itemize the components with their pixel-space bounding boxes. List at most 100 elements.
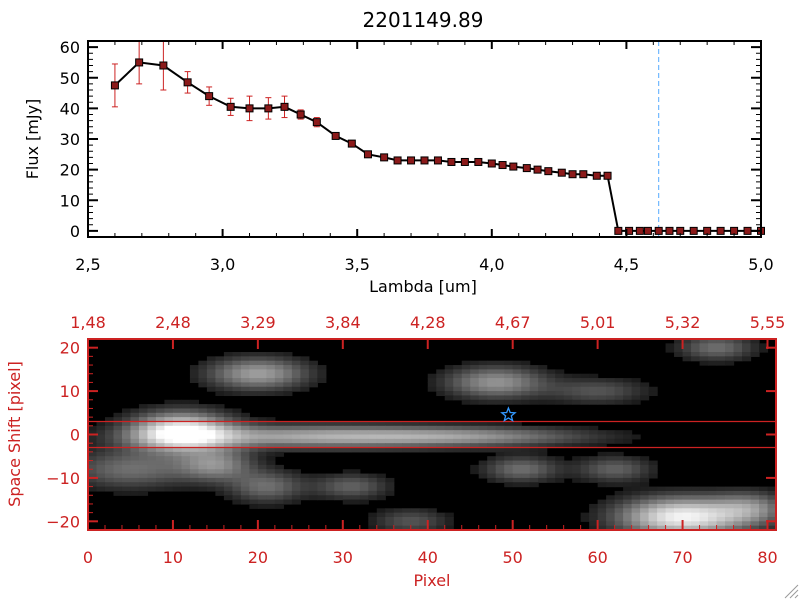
image-pixel [759,499,769,505]
image-pixel [631,434,641,440]
image-pixel [478,473,488,479]
image-pixel [257,477,267,483]
image-pixel [504,373,514,379]
image-pixel [444,395,454,401]
image-pixel [521,365,531,370]
image-pixel [249,365,259,370]
image-pixel [274,499,284,505]
image-pixel [223,425,233,431]
image-pixel [155,469,166,475]
image-pixel [300,434,310,440]
image-pixel [597,525,607,531]
image-pixel [351,473,361,479]
image-pixel [206,430,216,436]
image-pixel [436,516,446,522]
image-pixel [699,499,709,505]
image-pixel [410,443,420,449]
image-pixel [351,499,361,505]
image-pixel [402,447,412,453]
image-pixel [461,425,471,431]
image-pixel [104,482,115,488]
image-pixel [733,508,743,514]
image-pixel [725,521,735,527]
image-pixel [529,451,539,457]
image-pixel [223,391,233,397]
image-top-tick-label: 5,01 [580,313,616,332]
image-pixel [291,469,301,475]
image-pixel [674,508,684,514]
image-pixel [742,339,752,344]
image-pixel [215,408,225,414]
data-point [183,78,192,87]
image-pixel [657,525,667,531]
image-pixel [368,516,378,522]
image-pixel [538,473,548,479]
image-pixel [521,373,531,379]
resize-grip-icon[interactable] [784,584,799,599]
image-pixel [121,412,132,418]
image-pixel [682,352,692,357]
image-pixel [487,443,497,449]
image-pixel [138,412,149,418]
image-pixel [189,417,200,423]
image-pixel [257,369,267,375]
image-pixel [215,456,225,462]
image-pixel [402,508,412,514]
image-pixel [266,369,276,375]
image-pixel [88,438,98,444]
image-pixel [96,464,106,470]
image-pixel [266,386,276,392]
image-pixel [759,486,769,492]
image-pixel [648,473,658,479]
image-pixel [674,516,684,522]
image-pixel [266,438,276,444]
image-pixel [419,521,429,527]
image-pixel [427,421,437,427]
image-pixel [495,430,505,436]
image-pixel [121,451,132,457]
image-pixel [640,469,650,475]
image-pixel [232,477,242,483]
image-pixel [665,490,675,496]
image-pixel [164,473,174,479]
image-pixel [555,473,565,479]
image-pixel [614,456,624,462]
image-pixel [614,490,624,496]
image-pixel [572,464,582,470]
image-pixel [385,482,395,488]
image-pixel [648,499,658,505]
image-pixel [164,438,174,444]
data-point [544,167,553,176]
image-pixel [759,516,769,522]
image-pixel [691,356,701,362]
image-pixel [444,378,454,384]
image-pixel [529,460,539,466]
image-pixel [96,443,106,449]
image-pixel [274,425,284,431]
image-pixel [682,495,692,501]
image-pixel [88,469,98,475]
image-pixel [478,460,488,466]
image-pixel [682,486,692,492]
image-pixel [470,421,480,427]
image-pixel [597,443,607,449]
image-pixel [181,464,191,470]
image-pixel [206,464,216,470]
image-pixel [529,395,539,401]
image-pixel [121,473,132,479]
image-pixel [682,343,692,349]
data-point [487,159,496,168]
image-pixel [402,516,412,522]
image-pixel [257,421,267,427]
image-pixel [716,339,726,344]
image-pixel [546,373,556,379]
image-pixel [682,347,692,353]
image-pixel [274,391,284,397]
image-pixel [674,343,684,349]
image-pixel [555,456,565,462]
x-tick-label: 4,5 [614,255,639,274]
image-pixel [597,473,607,479]
image-pixel [249,378,259,384]
image-pixel [444,425,454,431]
image-pixel [691,347,701,353]
